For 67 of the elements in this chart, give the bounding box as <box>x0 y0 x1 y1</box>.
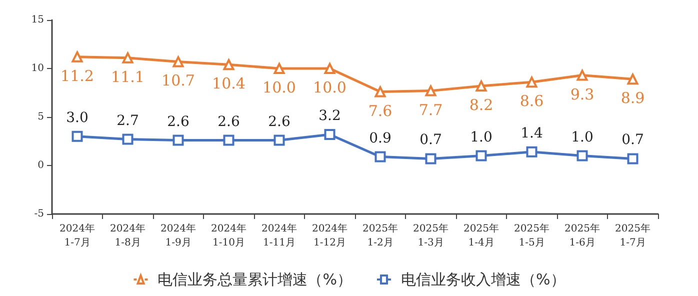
point <box>324 63 336 74</box>
legend-label: 电信业务总量累计增速（%） <box>158 270 352 288</box>
data-label: 0.7 <box>420 132 442 148</box>
data-label: 10.0 <box>313 78 346 96</box>
data-label: 11.1 <box>111 68 144 86</box>
data-label: 9.3 <box>570 85 594 104</box>
point <box>576 150 588 162</box>
x-tick-label: 2025年 1-5月 <box>514 222 550 248</box>
point <box>72 130 83 142</box>
data-label: 7.6 <box>368 102 392 120</box>
point <box>576 70 588 81</box>
point <box>122 52 134 64</box>
data-label: 8.6 <box>520 92 544 110</box>
x-tick-label: 2024年 1-8月 <box>110 222 146 248</box>
data-label: 8.2 <box>469 96 494 114</box>
y-tick-label: 10 <box>31 63 44 74</box>
x-tick-label: 2025年 1-4月 <box>464 222 499 248</box>
data-label: 2.7 <box>116 112 139 129</box>
x-tick-label: 2024年 1-11月 <box>262 222 297 248</box>
point <box>425 85 436 96</box>
point <box>476 80 487 92</box>
x-tick-label: 2024年 1-12月 <box>312 222 348 248</box>
data-label: 10.4 <box>212 74 246 93</box>
data-label: 0.9 <box>369 130 392 146</box>
x-tick-label: 2025年 1-2月 <box>362 222 398 248</box>
x-tick-label: 2024年 1-10月 <box>211 222 246 248</box>
data-label: 2.6 <box>167 114 190 130</box>
data-label: 7.7 <box>418 100 443 119</box>
x-tick-label: 2024年 1-9月 <box>160 222 196 248</box>
point <box>374 86 386 98</box>
data-label: 2.6 <box>268 114 290 130</box>
point <box>72 51 83 62</box>
point <box>526 76 538 88</box>
data-label: 0.7 <box>622 132 644 148</box>
data-label: 1.0 <box>470 129 492 146</box>
point <box>526 146 538 158</box>
y-tick-label: 5 <box>38 112 44 122</box>
data-label: 3.0 <box>66 110 88 126</box>
point <box>274 63 285 74</box>
data-label: 1.4 <box>520 125 543 142</box>
data-label: 3.2 <box>318 108 341 124</box>
point <box>274 134 285 146</box>
point <box>172 56 184 68</box>
point <box>223 134 234 146</box>
point <box>627 153 638 164</box>
x-tick-label: 2025年 1-3月 <box>413 222 448 248</box>
y-tick-label: -5 <box>34 208 44 220</box>
data-label: 2.6 <box>218 114 240 130</box>
point <box>425 153 436 164</box>
data-label: 11.2 <box>60 66 94 85</box>
y-tick-label: 15 <box>31 14 44 26</box>
point <box>476 150 487 162</box>
point <box>374 151 386 162</box>
point <box>172 134 184 146</box>
data-label: 8.9 <box>620 89 645 108</box>
data-label: 10.0 <box>262 78 296 96</box>
point <box>122 134 134 145</box>
x-tick-label: 2025年 1-7月 <box>615 222 650 248</box>
x-tick-label: 2024年 1-7月 <box>60 222 95 248</box>
y-tick-label: 0 <box>38 160 44 171</box>
legend-label: 电信业务收入增速（%） <box>401 270 566 288</box>
data-label: 1.0 <box>571 129 594 146</box>
point <box>324 128 336 140</box>
point <box>627 74 638 85</box>
x-tick-label: 2025年 1-6月 <box>564 222 600 248</box>
point <box>223 59 234 70</box>
data-label: 10.7 <box>162 72 195 90</box>
